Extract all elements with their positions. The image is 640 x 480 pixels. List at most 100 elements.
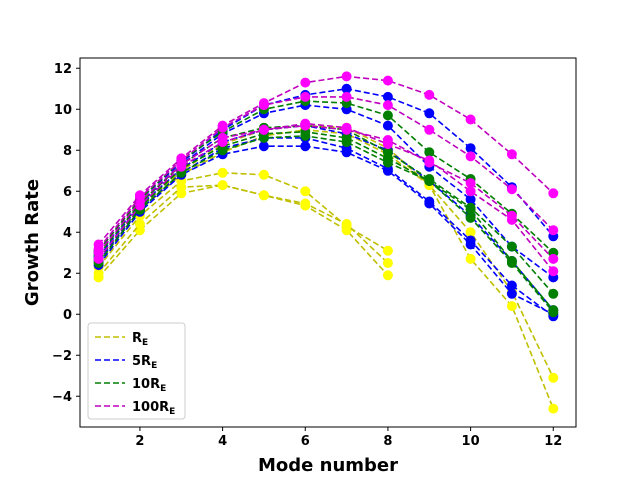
legend-label: 10RE — [132, 377, 166, 394]
data-point — [382, 147, 393, 158]
series-line — [97, 87, 554, 252]
data-point — [382, 91, 393, 102]
plot-area — [93, 71, 559, 414]
data-point — [382, 120, 393, 131]
axis-ticks: 2 4 6 8 10 12 −4 −2 0 2 4 6 8 10 12 — [52, 62, 562, 449]
series-line — [97, 75, 554, 246]
data-point — [424, 124, 435, 135]
legend-label: 5RE — [132, 354, 157, 371]
series-line — [97, 171, 389, 268]
data-point — [217, 120, 228, 131]
data-point — [93, 239, 104, 250]
legend-box — [87, 322, 186, 420]
y-tick-label: −4 — [52, 390, 72, 405]
data-point — [506, 184, 517, 195]
data-point — [134, 190, 145, 201]
x-tick-label: 4 — [218, 434, 227, 449]
data-point — [506, 280, 517, 291]
data-point — [465, 235, 476, 246]
data-point — [548, 372, 559, 383]
legend-item-100R_E: 100RE — [95, 400, 175, 417]
x-tick-label: 10 — [462, 434, 480, 449]
x-axis-label: Mode number — [258, 455, 398, 476]
series-line — [97, 96, 554, 250]
x-tick-label: 8 — [383, 434, 392, 449]
data-point — [300, 77, 311, 88]
legend: RE 5RE 10RE 100RE — [87, 322, 186, 420]
data-point — [506, 288, 517, 299]
data-point — [548, 253, 559, 264]
data-point — [341, 124, 352, 135]
y-tick-label: 6 — [63, 185, 72, 200]
data-point — [465, 143, 476, 154]
data-point — [506, 256, 517, 266]
data-point — [382, 110, 393, 121]
data-point — [424, 196, 435, 207]
data-point — [176, 153, 187, 164]
data-point — [258, 98, 269, 109]
data-point — [548, 266, 559, 277]
data-point — [548, 225, 559, 236]
y-tick-label: 8 — [63, 144, 72, 159]
data-point — [548, 188, 559, 199]
legend-label: 100RE — [132, 400, 175, 417]
data-point — [382, 135, 393, 145]
data-point — [382, 270, 393, 281]
data-point — [258, 141, 269, 152]
y-tick-label: 12 — [54, 62, 72, 77]
data-point — [506, 241, 517, 252]
data-point — [300, 91, 311, 102]
legend-item-5R_E: 5RE — [95, 354, 157, 371]
data-point — [424, 108, 435, 119]
data-point — [548, 403, 559, 414]
data-point — [382, 100, 393, 111]
series-100R_E-17 — [93, 71, 559, 250]
data-point — [424, 157, 435, 168]
data-point — [300, 141, 311, 152]
data-point — [506, 210, 517, 221]
data-point — [465, 202, 476, 213]
data-point — [300, 186, 311, 197]
legend-item-R_E: RE — [95, 331, 148, 348]
data-point — [341, 91, 352, 102]
y-tick-label: −2 — [52, 349, 72, 364]
data-point — [424, 147, 435, 158]
data-point — [506, 301, 517, 312]
data-point — [258, 169, 269, 180]
y-tick-label: 2 — [63, 267, 72, 282]
y-axis-label: Growth Rate — [22, 179, 43, 306]
data-point — [217, 132, 228, 143]
y-tick-label: 4 — [63, 226, 72, 241]
data-point — [300, 198, 311, 209]
data-point — [465, 114, 476, 125]
data-point — [424, 89, 435, 100]
y-tick-label: 0 — [63, 308, 72, 323]
data-point — [258, 190, 269, 201]
series-line — [97, 130, 554, 311]
data-point — [548, 288, 559, 299]
series-line — [97, 124, 554, 260]
axes-frame — [79, 57, 577, 428]
data-point — [424, 174, 435, 184]
legend-label: RE — [132, 331, 148, 348]
data-point — [300, 120, 311, 131]
data-point — [258, 124, 269, 135]
data-point — [341, 71, 352, 82]
data-point — [382, 245, 393, 256]
data-point — [382, 258, 393, 268]
data-point — [341, 221, 352, 232]
data-point — [465, 186, 476, 197]
series-line — [97, 145, 554, 316]
x-tick-label: 2 — [135, 434, 144, 449]
data-point — [217, 180, 228, 191]
data-point — [548, 305, 559, 316]
x-tick-label: 6 — [301, 434, 310, 449]
data-point — [382, 75, 393, 86]
data-point — [465, 253, 476, 264]
legend-item-10R_E: 10RE — [95, 377, 166, 394]
data-point — [465, 178, 476, 189]
data-point — [217, 167, 228, 178]
data-point — [465, 227, 476, 238]
data-point — [506, 149, 517, 160]
